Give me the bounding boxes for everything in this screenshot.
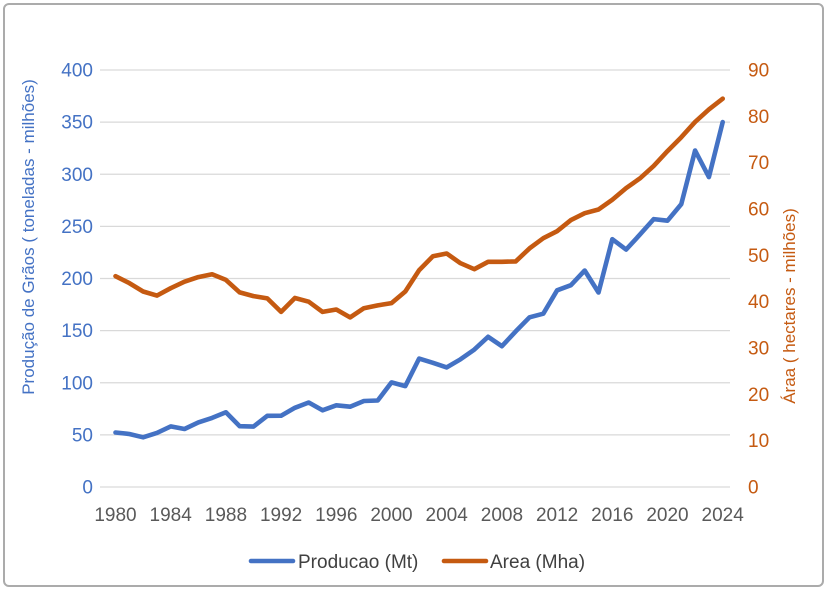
x-axis-tick-label: 2012 (536, 505, 578, 526)
left-axis-tick-label: 300 (61, 165, 93, 186)
right-axis-title: Áraa ( hectares - milhões) (780, 208, 799, 404)
left-axis-tick-label: 350 (61, 113, 93, 134)
left-axis-tick-label: 0 (82, 478, 93, 499)
right-axis-tick-label: 50 (748, 246, 769, 267)
left-axis-tick-label: 50 (72, 425, 93, 446)
left-axis-tick-label: 150 (61, 321, 93, 342)
right-axis-tick-label: 30 (748, 339, 769, 360)
series-lines-group (113, 96, 726, 440)
legend-producao-label: Producao (Mt) (298, 552, 418, 573)
x-axis-tick-label: 2024 (702, 505, 745, 526)
right-axis-tick-label: 90 (748, 61, 769, 82)
x-axis-tick-label: 2004 (426, 505, 469, 526)
gridlines-group (100, 69, 730, 488)
right-axis-tick-label: 10 (748, 431, 769, 452)
legend: Producao (Mt) Area (Mha) (248, 552, 585, 573)
x-axis-tick-label: 2008 (481, 505, 523, 526)
producao-line (113, 119, 726, 440)
right-axis-tick-label: 40 (748, 292, 769, 313)
x-axis-tick-label: 1996 (315, 505, 357, 526)
x-axis-tick-label: 2020 (646, 505, 688, 526)
x-axis-tick-label: 1980 (94, 505, 136, 526)
right-axis-tick-label: 80 (748, 107, 769, 128)
axis-ticks-group: 0 50 100 150 200 250 300 350 400 0 10 20 30 40 50 60 70 8… (61, 61, 769, 527)
right-axis-tick-label: 70 (748, 153, 769, 174)
x-axis-tick-label: 2016 (591, 505, 633, 526)
x-axis-tick-label: 1992 (260, 505, 302, 526)
right-axis-tick-label: 0 (748, 478, 759, 499)
left-axis-tick-label: 400 (61, 61, 93, 82)
left-axis-tick-label: 250 (61, 217, 93, 238)
chart-frame (3, 3, 824, 587)
left-axis-tick-label: 200 (61, 269, 93, 290)
x-axis-tick-label: 1984 (150, 505, 193, 526)
x-axis-tick-label: 2000 (370, 505, 412, 526)
right-axis-tick-label: 20 (748, 385, 769, 406)
x-axis-tick-label: 1988 (205, 505, 247, 526)
left-axis-tick-label: 100 (61, 373, 93, 394)
left-axis-title: Produção de Grãos ( toneladas - milhões) (19, 79, 38, 395)
area-line (113, 96, 726, 320)
right-axis-tick-label: 60 (748, 200, 769, 221)
legend-area-label: Area (Mha) (490, 552, 585, 573)
